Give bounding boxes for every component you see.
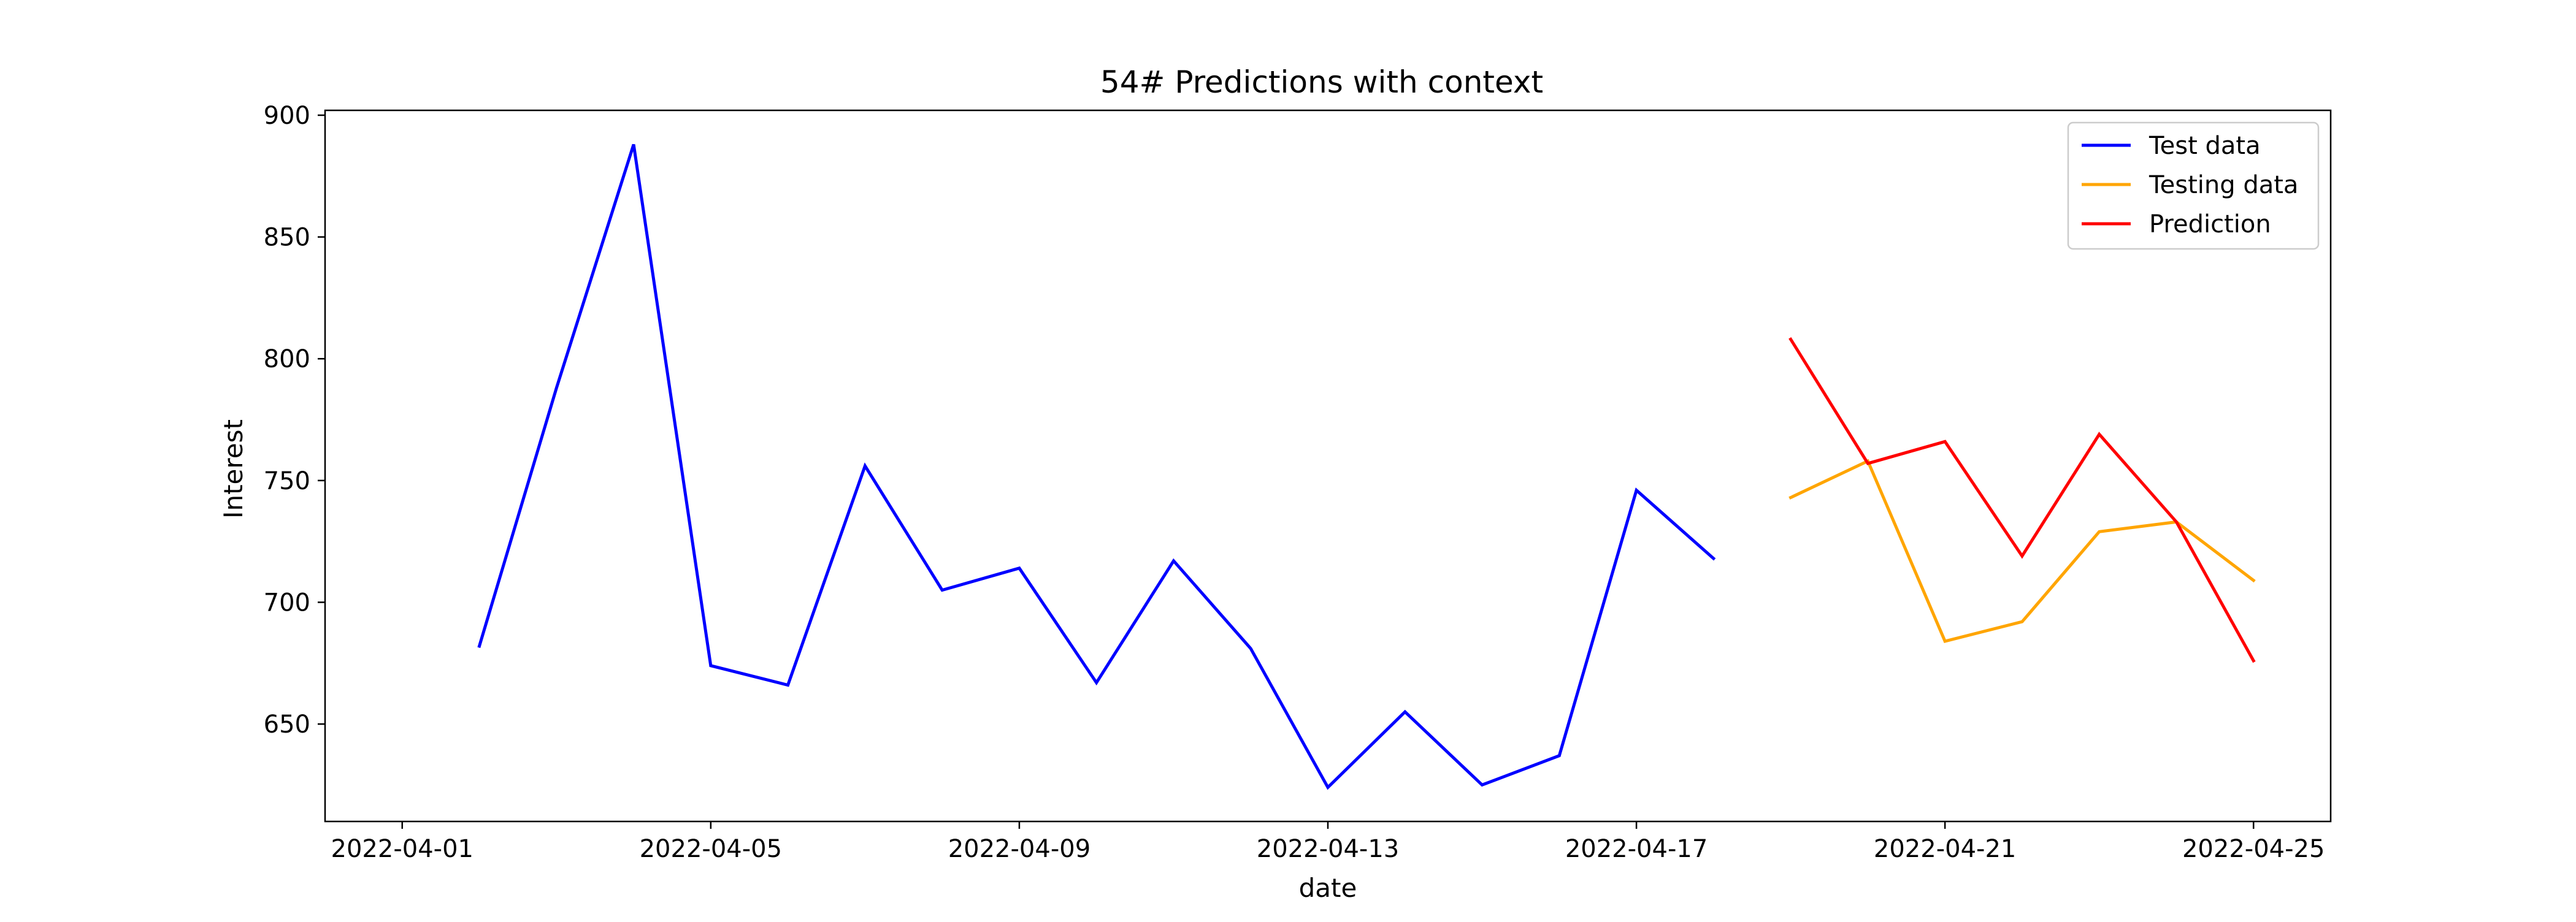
x-tick-label: 2022-04-05 — [640, 835, 782, 863]
series-line-prediction — [1788, 337, 2256, 663]
x-tick-label: 2022-04-17 — [1565, 835, 1708, 863]
x-axis-label: date — [1299, 873, 1357, 903]
legend-label: Testing data — [2149, 171, 2298, 199]
x-tick-label: 2022-04-13 — [1257, 835, 1399, 863]
plot-area-frame — [324, 109, 2332, 823]
legend-box — [2067, 121, 2320, 250]
y-tick-label: 900 — [264, 102, 310, 130]
legend: Test data Testing data Prediction — [2067, 121, 2320, 250]
x-axis-ticks: 2022-04-01 2022-04-05 2022-04-09 2022-04-13… — [331, 821, 2325, 863]
x-tick-label: 2022-04-01 — [331, 835, 473, 863]
y-axis-ticks: 650 700 750 800 850 900 — [264, 102, 325, 739]
x-tick-label: 2022-04-09 — [948, 835, 1091, 863]
legend-label: Prediction — [2149, 210, 2271, 238]
x-tick-label: 2022-04-21 — [1874, 835, 2016, 863]
chart-title: 54# Predictions with context — [1100, 64, 1543, 100]
y-tick-label: 800 — [264, 345, 310, 373]
y-tick-label: 650 — [264, 711, 310, 739]
y-tick-label: 750 — [264, 467, 310, 495]
plot-lines — [477, 143, 2256, 790]
y-tick-label: 850 — [264, 224, 310, 252]
x-tick-label: 2022-04-25 — [2182, 835, 2325, 863]
y-axis-label: Interest — [218, 419, 248, 519]
series-line-test-data — [477, 143, 1716, 790]
y-tick-label: 700 — [264, 589, 310, 617]
legend-label: Test data — [2149, 132, 2261, 160]
